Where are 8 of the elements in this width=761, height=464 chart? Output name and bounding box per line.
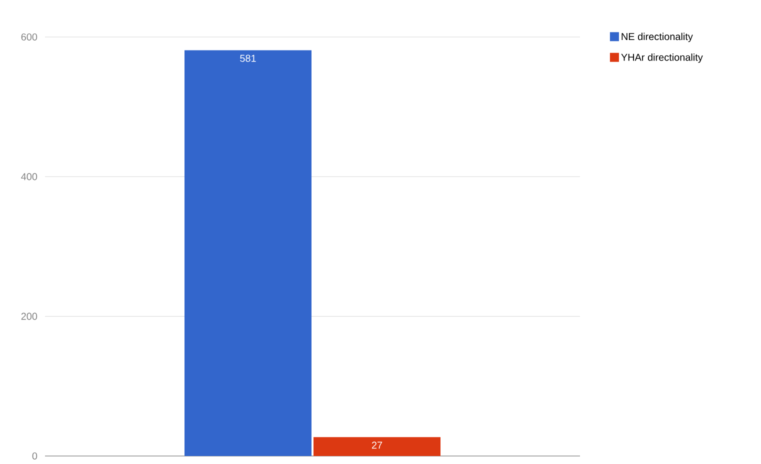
legend-label: NE directionality bbox=[622, 32, 693, 42]
y-tick-label: 600 bbox=[21, 33, 38, 41]
data-label: 581 bbox=[240, 54, 256, 62]
y-tick-label: 0 bbox=[32, 452, 38, 460]
y-tick-label: 200 bbox=[21, 312, 38, 320]
y-tick-label: 400 bbox=[21, 173, 38, 180]
data-label: 27 bbox=[372, 442, 382, 449]
legend-label: YHAr directionality bbox=[621, 54, 703, 63]
